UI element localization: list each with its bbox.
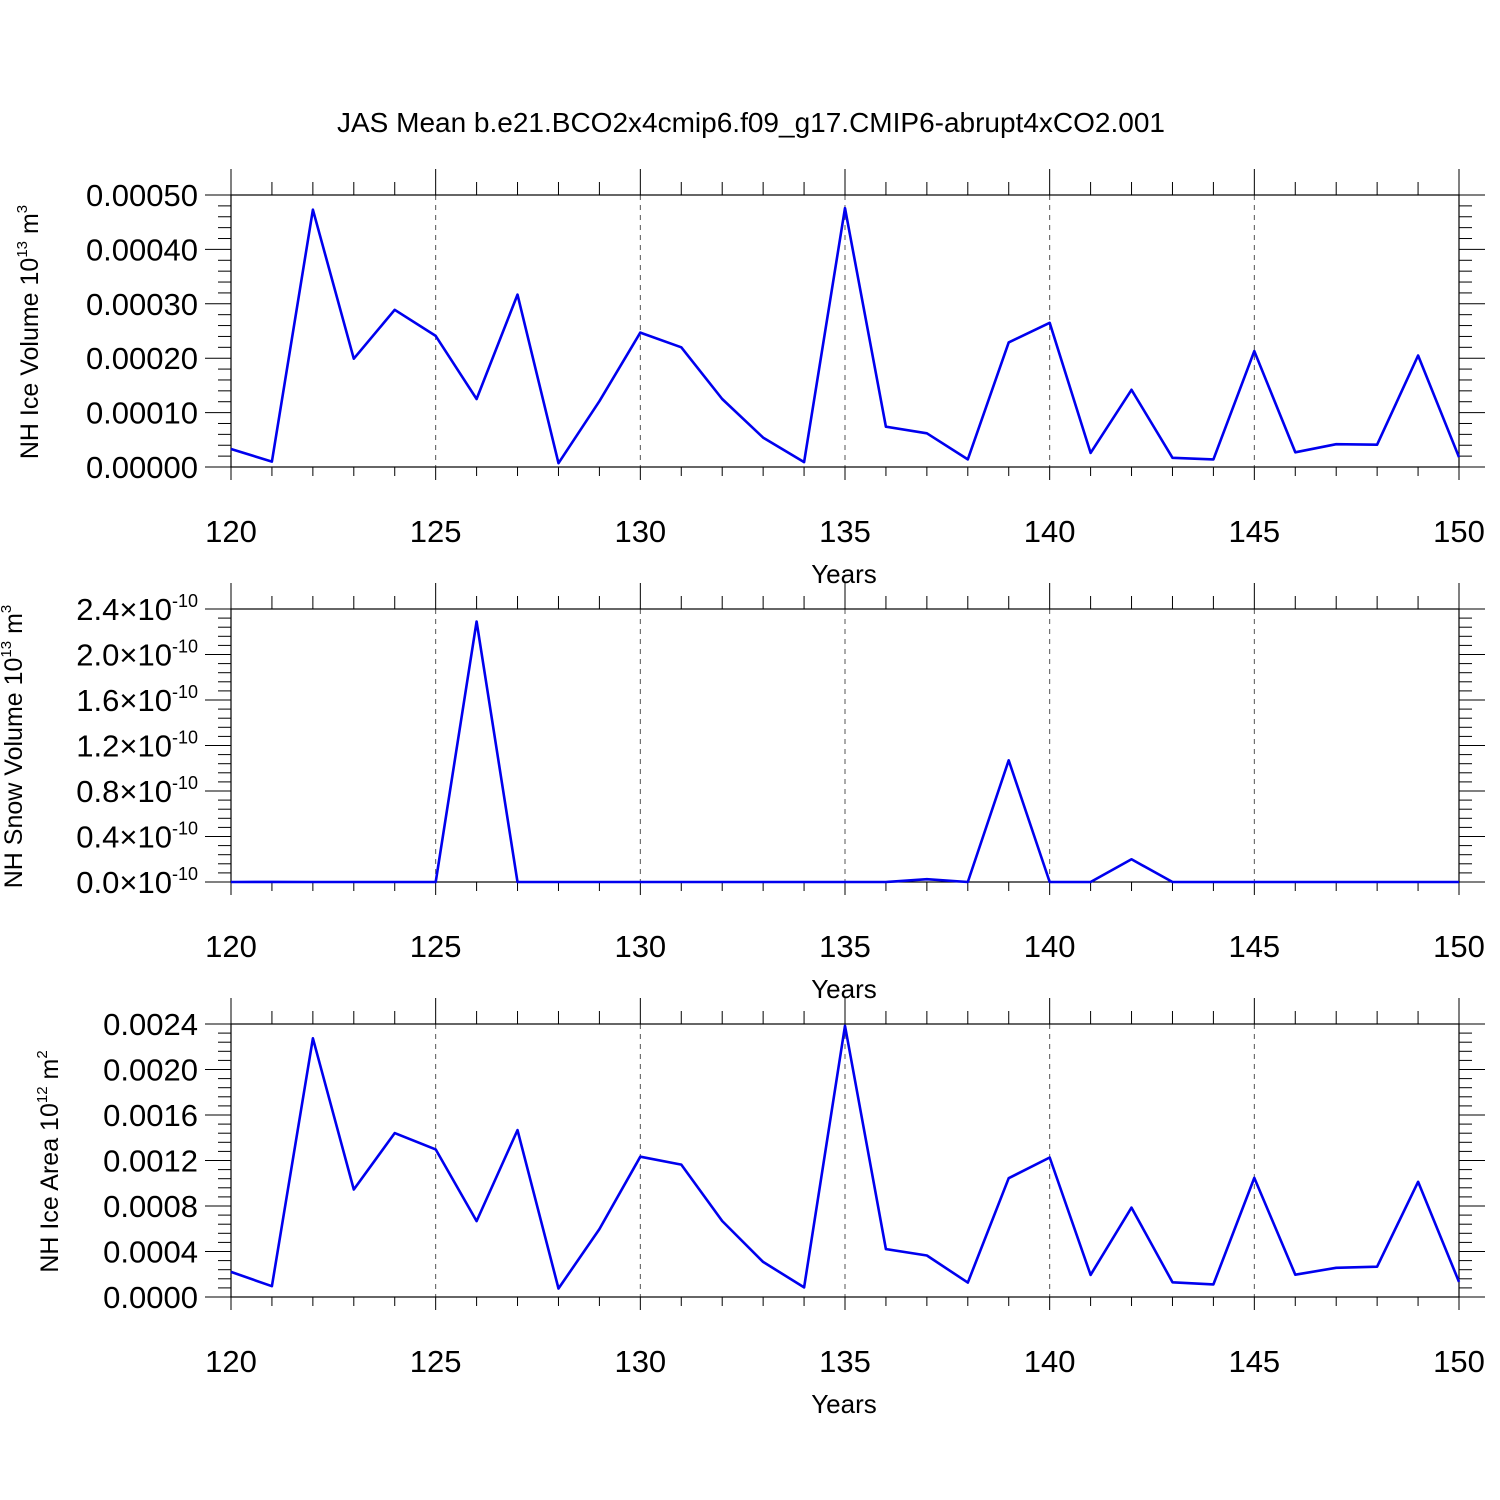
- y-axis-label-exponent: 13: [14, 241, 31, 258]
- y-tick-exponent: -10: [172, 682, 198, 702]
- y-tick-base: 10: [138, 638, 172, 673]
- y-tick-exponent: -10: [172, 773, 198, 793]
- x-tick-label: 125: [410, 1344, 462, 1379]
- y-tick-label: 0.00040: [86, 232, 198, 267]
- y-tick-label: 2.0×10-10: [76, 637, 198, 673]
- x-axis-label: Years: [811, 1389, 877, 1419]
- y-tick-mantissa: 1.6: [76, 683, 119, 718]
- y-tick-label: 0.0012: [103, 1144, 198, 1179]
- y-tick-label: 0.00030: [86, 287, 198, 322]
- x-tick-label: 125: [410, 514, 462, 549]
- times-sign: ×: [119, 683, 137, 718]
- x-tick-label: 140: [1024, 929, 1076, 964]
- x-tick-label: 120: [205, 929, 257, 964]
- y-axis-label-unit: m: [16, 213, 44, 241]
- y-axis-label-unit-exponent: 2: [34, 1050, 51, 1058]
- y-tick-base: 10: [138, 592, 172, 627]
- y-axis-label-exponent: 12: [34, 1086, 51, 1103]
- y-axis-label-unit-exponent: 3: [0, 605, 15, 613]
- y-tick-mantissa: 0.0: [76, 865, 119, 900]
- y-tick-mantissa: 2.0: [76, 638, 119, 673]
- series-line: [230, 620, 1459, 884]
- y-tick-label: 0.0020: [103, 1053, 198, 1088]
- x-tick-label: 120: [205, 514, 257, 549]
- y-tick-base: 10: [138, 774, 172, 809]
- x-tick-label: 130: [614, 1344, 666, 1379]
- y-axis-label-text: NH Ice Volume 10: [16, 258, 44, 460]
- y-tick-mantissa: 1.2: [76, 729, 119, 764]
- y-axis-label-unit: m: [36, 1059, 64, 1087]
- x-tick-label: 120: [205, 1344, 257, 1379]
- x-tick-label: 145: [1228, 1344, 1280, 1379]
- y-tick-label: 0.0000: [103, 1280, 198, 1315]
- x-tick-label: 145: [1228, 929, 1280, 964]
- y-tick-mantissa: 2.4: [76, 592, 119, 627]
- y-axis-label-text: NH Snow Volume 10: [0, 658, 28, 889]
- y-tick-base: 10: [138, 865, 172, 900]
- y-tick-label: 1.6×10-10: [76, 682, 198, 718]
- y-tick-label: 0.00010: [86, 396, 198, 431]
- x-tick-label: 135: [819, 929, 871, 964]
- x-tick-label: 150: [1433, 514, 1485, 549]
- y-tick-label: 0.0008: [103, 1189, 198, 1224]
- x-tick-label: 140: [1024, 1344, 1076, 1379]
- y-tick-label: 0.0016: [103, 1098, 198, 1133]
- chart-panel-3: 120 125 130 135 140 145 150 0.0000 0.0004 0.0008 0…: [34, 998, 1485, 1419]
- y-axis-label-text: NH Ice Area 10: [36, 1103, 64, 1273]
- y-tick-label: 0.0024: [103, 1007, 198, 1042]
- y-axis-label-unit-exponent: 3: [14, 205, 31, 213]
- series-line: [230, 206, 1461, 465]
- figure-title: JAS Mean b.e21.BCO2x4cmip6.f09_g17.CMIP6…: [337, 107, 1165, 138]
- y-tick-mantissa: 0.4: [76, 820, 119, 855]
- x-tick-label: 145: [1228, 514, 1280, 549]
- y-tick-label: 1.2×10-10: [76, 728, 198, 764]
- y-tick-exponent: -10: [172, 864, 198, 884]
- times-sign: ×: [119, 638, 137, 673]
- x-axis-label: Years: [811, 559, 877, 589]
- x-tick-label: 135: [819, 1344, 871, 1379]
- chart-panel-2: 120 125 130 135 140 145 1500.0×10-100.4×10-100…: [0, 583, 1485, 1004]
- y-axis-label-unit: m: [0, 613, 28, 641]
- y-tick-base: 10: [138, 729, 172, 764]
- y-tick-label: 2.4×10-10: [76, 591, 198, 627]
- y-tick-exponent: -10: [172, 728, 198, 748]
- y-tick-label: 0.00020: [86, 341, 198, 376]
- y-axis-label: NH Ice Volume 1013 m3: [14, 205, 44, 459]
- y-axis-label: NH Ice Area 1012 m2: [34, 1050, 64, 1272]
- y-tick-exponent: -10: [172, 591, 198, 611]
- x-tick-label: 150: [1433, 1344, 1485, 1379]
- y-tick-mantissa: 0.8: [76, 774, 119, 809]
- y-tick-base: 10: [138, 820, 172, 855]
- y-tick-label: 0.00050: [86, 178, 198, 213]
- y-tick-label: 0.00000: [86, 450, 198, 485]
- times-sign: ×: [119, 774, 137, 809]
- times-sign: ×: [119, 865, 137, 900]
- x-tick-label: 140: [1024, 514, 1076, 549]
- x-tick-label: 135: [819, 514, 871, 549]
- y-tick-exponent: -10: [172, 819, 198, 839]
- y-tick-base: 10: [138, 683, 172, 718]
- x-tick-label: 130: [614, 929, 666, 964]
- y-tick-label: 0.4×10-10: [76, 819, 198, 855]
- y-tick-exponent: -10: [172, 637, 198, 657]
- times-sign: ×: [119, 729, 137, 764]
- x-tick-label: 125: [410, 929, 462, 964]
- x-tick-label: 130: [614, 514, 666, 549]
- series-line: [230, 1024, 1461, 1290]
- x-tick-label: 150: [1433, 929, 1485, 964]
- y-axis-label-exponent: 13: [0, 641, 15, 658]
- chart-panel-1: 120 125 130 135 140 145 150 0.00000 0.00010 0.000…: [14, 169, 1485, 589]
- chart-panels: 120 125 130 135 140 145 150 0.00000 0.00010 0.000…: [0, 169, 1485, 1419]
- y-tick-label: 0.8×10-10: [76, 773, 198, 809]
- x-axis-label: Years: [811, 974, 877, 1004]
- y-axis-label: NH Snow Volume 1013 m3: [0, 605, 28, 889]
- y-tick-label: 0.0004: [103, 1235, 198, 1270]
- times-sign: ×: [119, 592, 137, 627]
- y-tick-label: 0.0×10-10: [76, 864, 198, 900]
- times-sign: ×: [119, 820, 137, 855]
